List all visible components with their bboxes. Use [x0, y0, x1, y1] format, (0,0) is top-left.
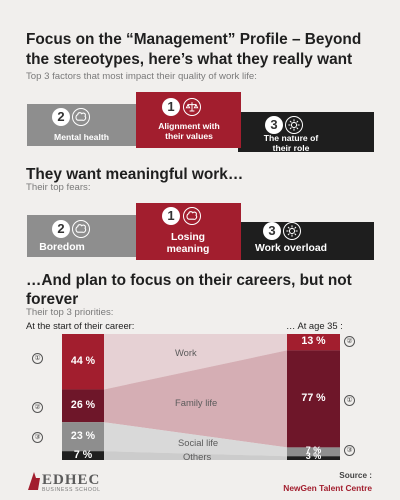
- right-rank-2: ②: [344, 336, 355, 347]
- brain-icon: [72, 108, 90, 126]
- start-bar-segment: [62, 334, 104, 390]
- logo-wordmark: EDHEC: [42, 472, 101, 488]
- podium2-label-3: Work overload: [255, 243, 327, 254]
- rank-badge-1: 1: [162, 207, 180, 225]
- brain-icon: [183, 207, 201, 225]
- flow-label: Others: [183, 450, 212, 462]
- left-column-label: At the start of their career:: [26, 320, 135, 331]
- podium1-label-3: The nature of their role: [263, 133, 319, 153]
- age35-value-label: 13 %: [301, 335, 326, 348]
- rank-badge-2: 2: [52, 220, 70, 238]
- start-bar-segment: [62, 451, 104, 460]
- flow-band-work: [104, 334, 287, 390]
- source-value: NewGen Talent Centre: [283, 483, 372, 493]
- flow-label: Family life: [175, 396, 218, 408]
- start-bar-segment: [62, 422, 104, 452]
- right-rank-3: ③: [344, 445, 355, 456]
- start-bar-segment: [62, 389, 104, 423]
- brain-icon: [72, 220, 90, 238]
- flow-band-family-life: [104, 350, 287, 448]
- podium2-label-1: Losing meaning: [166, 232, 210, 255]
- age35-bar-segment: [287, 350, 340, 448]
- podium1-label-1: Alignment with their values: [158, 121, 220, 141]
- right-rank-1: ①: [344, 395, 355, 406]
- edhec-logo-icon: [28, 472, 40, 490]
- flow-label: Work: [175, 346, 197, 358]
- balance-scale-icon: [183, 98, 201, 116]
- age35-bar-segment: [287, 334, 340, 351]
- source-label: Source :: [339, 471, 372, 480]
- rank-badge-3: 3: [265, 116, 283, 134]
- section1-subtitle: Top 3 factors that most impact their qua…: [26, 71, 257, 82]
- flow-band-social-life: [104, 422, 287, 457]
- left-rank-3: ③: [32, 432, 43, 443]
- left-rank-1: ①: [32, 353, 43, 364]
- rank-badge-2: 2: [52, 108, 70, 126]
- section3-heading: …And plan to focus on their careers, but…: [26, 272, 352, 308]
- start-value-label: 23 %: [70, 429, 96, 442]
- section2-heading: They want meaningful work…: [26, 166, 244, 183]
- age35-value-label: 77 %: [301, 391, 326, 404]
- start-value-label: 44 %: [70, 354, 96, 367]
- podium2-label-2: Boredom: [39, 242, 85, 253]
- flow-label: Social life: [178, 437, 219, 449]
- age35-value-label: 7 %: [305, 444, 322, 455]
- flow-band-others: [104, 451, 287, 460]
- page-title: Focus on the “Management” Profile – Beyo…: [26, 31, 362, 68]
- section2-subtitle: Their top fears:: [26, 182, 91, 193]
- start-value-label: 26 %: [70, 398, 96, 411]
- start-value-label: 7 %: [73, 448, 93, 461]
- gear-icon: [285, 116, 303, 134]
- rank-badge-1: 1: [162, 98, 180, 116]
- podium1-label-2: Mental health: [54, 132, 109, 142]
- section3-subtitle: Their top 3 priorities:: [26, 307, 114, 318]
- right-column-label: … At age 35 :: [286, 320, 343, 331]
- age35-value-label: 3 %: [305, 451, 322, 462]
- age35-bar-segment: [287, 447, 340, 457]
- gear-icon: [283, 222, 301, 240]
- logo-subtitle: BUSINESS SCHOOL: [42, 487, 101, 493]
- age35-bar-segment: [287, 456, 340, 460]
- rank-badge-3: 3: [263, 222, 281, 240]
- left-rank-2: ②: [32, 402, 43, 413]
